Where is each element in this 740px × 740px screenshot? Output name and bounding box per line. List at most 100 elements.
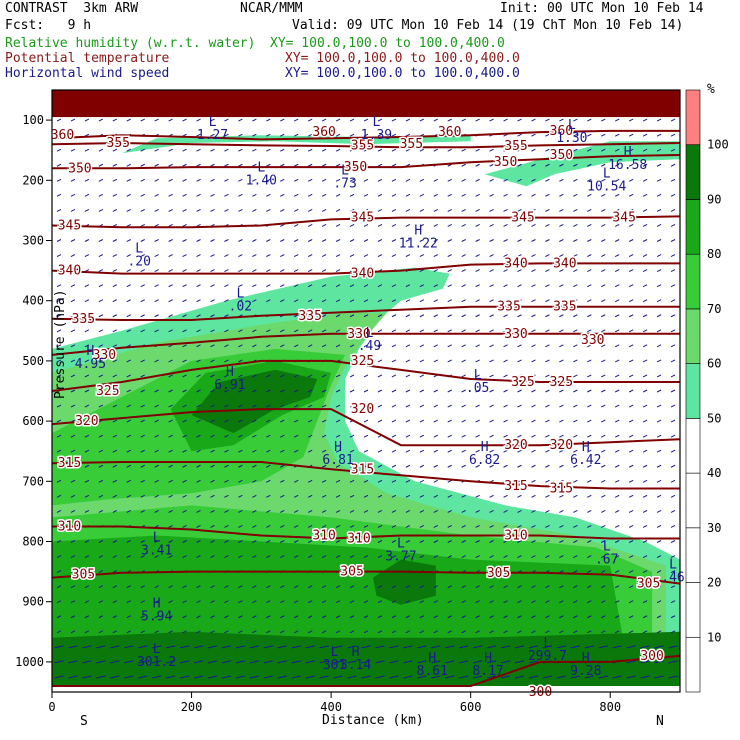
wind-barb [293, 284, 299, 288]
wind-barb [447, 419, 452, 423]
wind-barb [419, 269, 425, 273]
wind-barb [112, 434, 118, 438]
wind-barb [628, 224, 634, 227]
wind-barb [112, 329, 118, 333]
wind-barb [528, 660, 539, 664]
wind-barb [84, 344, 90, 348]
wind-barb [614, 615, 620, 619]
wind-barb [252, 494, 257, 498]
colorbar-label: 60 [707, 357, 721, 371]
wind-barb [112, 389, 118, 393]
wind-barb [517, 284, 522, 288]
wind-barb [210, 208, 215, 212]
wind-barb [656, 630, 662, 634]
wind-barb [168, 163, 173, 167]
wind-barb [168, 269, 173, 273]
wind-barb [56, 344, 62, 348]
wind-barb [238, 525, 243, 528]
wind-barb [224, 269, 229, 273]
theta-label: 340 [351, 267, 374, 282]
wind-barb [182, 615, 187, 619]
wind-barb [573, 148, 578, 152]
wind-barb [447, 630, 452, 634]
wind-barb [391, 329, 397, 333]
wind-barb [461, 600, 466, 604]
wind-barb [154, 314, 159, 318]
wind-barb [126, 449, 131, 453]
wind-barb [670, 344, 676, 348]
wind-barb [489, 494, 494, 498]
theta-label: 315 [550, 482, 573, 497]
theta-label: 340 [58, 264, 81, 279]
wind-barb [210, 630, 215, 634]
wind-barb [573, 118, 578, 122]
wind-barb [238, 615, 243, 619]
wind-barb [656, 600, 662, 604]
wind-barb [293, 449, 299, 453]
wind-barb [293, 404, 299, 408]
wind-barb [182, 239, 187, 242]
wind-barb [447, 404, 452, 408]
wind-barb [224, 254, 229, 257]
wind-barb [461, 284, 466, 288]
wind-barb [559, 269, 564, 273]
wind-barb [154, 509, 159, 513]
wind-barb [182, 494, 187, 498]
wind-barb [56, 133, 62, 137]
wind-barb [614, 133, 620, 137]
wind-barb [280, 148, 285, 152]
wind-barb [56, 374, 62, 378]
wind-barb [642, 555, 648, 558]
wind-barb [98, 239, 104, 242]
wind-barb [601, 630, 606, 634]
wind-barb [238, 555, 243, 558]
theta-contour [52, 359, 680, 392]
wind-barb [221, 645, 232, 649]
wind-barb [98, 389, 104, 393]
wind-barb [280, 494, 285, 498]
wind-barb [266, 600, 271, 604]
wind-barb [517, 419, 522, 423]
wind-barb [419, 224, 425, 227]
wind-barb [140, 404, 145, 408]
wind-barb [210, 133, 215, 137]
wind-barb [587, 314, 592, 318]
wind-barb [168, 509, 173, 513]
wind-barb [656, 464, 662, 468]
theta-label: 335 [298, 309, 321, 324]
extremum-value: 6.82 [469, 453, 500, 468]
wind-barb [363, 449, 369, 453]
wind-barb [293, 389, 299, 393]
wind-barb [154, 494, 159, 498]
wind-barb [307, 239, 313, 242]
wind-barb [347, 645, 357, 649]
wind-barb [559, 555, 564, 558]
wind-barb [280, 208, 285, 212]
wind-barb [656, 585, 662, 589]
wind-barb [601, 570, 606, 574]
wind-barb [349, 600, 355, 604]
wind-barb [559, 464, 564, 468]
wind-barb [182, 284, 187, 288]
wind-barb [531, 359, 536, 363]
wind-barb [56, 118, 62, 122]
wind-barb [517, 269, 522, 273]
wind-barb [56, 570, 62, 574]
wind-barb [112, 148, 118, 152]
wind-barb [614, 585, 620, 589]
wind-barb [587, 344, 592, 348]
wind-barb [377, 359, 383, 363]
wind-barb [210, 344, 215, 348]
wind-barb [252, 208, 257, 212]
wind-barb [140, 208, 145, 212]
wind-barb [587, 254, 592, 257]
wind-barb [56, 419, 62, 423]
wind-barb [154, 449, 159, 453]
wind-barb [210, 359, 215, 363]
wind-barb [363, 374, 369, 378]
theta-contour [52, 461, 680, 490]
wind-barb [196, 434, 201, 438]
wind-barb [656, 374, 662, 378]
wind-barb [668, 645, 678, 649]
